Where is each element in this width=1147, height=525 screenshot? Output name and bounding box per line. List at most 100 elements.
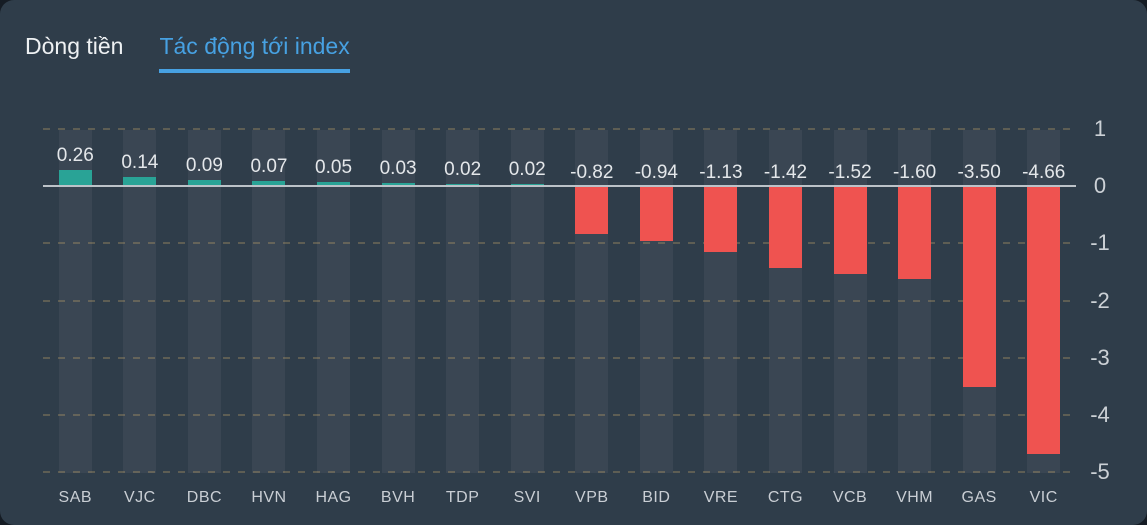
category-label-HVN: HVN [251,489,287,506]
value-label-SAB: 0.26 [56,145,94,167]
bar-VRE[interactable] [704,187,738,252]
gridline--2 [43,299,1076,302]
gridline--5 [43,471,1076,473]
column-labels-GAS: -3.50 GAS [947,130,1012,506]
column-TDP [430,130,495,473]
value-label-VPB: -0.82 [570,162,614,184]
bar-BVH[interactable] [381,183,415,186]
category-label-VRE: VRE [703,489,739,506]
bar-BID[interactable] [639,187,673,241]
category-label-BID: BID [642,489,671,506]
column-band-VJC [108,130,173,473]
column-VCB [818,130,883,473]
value-label-DBC: 0.09 [185,155,223,177]
bar-SVI[interactable] [510,184,544,186]
bar-TDP[interactable] [446,184,480,186]
category-label-VCB: VCB [832,489,868,506]
value-label-GAS: -3.50 [957,162,1001,184]
column-labels-VCB: -1.52 VCB [818,130,883,506]
column-labels-VHM: -1.60 VHM [882,130,947,506]
bar-background-band [381,130,415,473]
category-label-VPB: VPB [575,489,609,506]
bar-SAB[interactable] [58,170,92,186]
column-SAB [43,130,108,473]
column-HAG [301,130,366,473]
bar-VCB[interactable] [833,187,867,275]
column-labels-TDP: 0.02 TDP [430,130,495,506]
y-tick-label: -3 [1090,344,1110,370]
column-labels-VIC: -4.66 VIC [1011,130,1076,506]
value-label-BID: -0.94 [634,162,678,184]
value-label-TDP: 0.02 [444,159,482,181]
y-tick-label: -1 [1090,230,1110,256]
bar-VIC[interactable] [1027,187,1061,454]
gridline--4 [43,413,1076,416]
column-VHM [882,130,947,473]
category-label-HAG: HAG [315,489,352,506]
category-label-DBC: DBC [186,489,223,506]
column-CTG [753,130,818,473]
category-label-SVI: SVI [513,489,541,506]
column-labels-VRE: -1.13 VRE [689,130,754,506]
column-labels-SAB: 0.26 SAB [43,130,108,506]
value-label-BVH: 0.03 [379,158,417,180]
y-tick-label: 0 [1093,173,1107,199]
category-label-TDP: TDP [445,489,480,506]
bar-VJC[interactable] [123,177,157,186]
bar-background-band [510,130,544,473]
value-label-HAG: 0.05 [315,157,353,179]
y-tick-label: 1 [1093,116,1107,141]
bar-GAS[interactable] [962,187,996,388]
category-label-VHM: VHM [896,489,934,506]
tab-bar: Dòng tiền Tác động tới index [25,32,350,73]
value-label-VCB: -1.52 [828,162,872,184]
column-labels-SVI: 0.02 SVI [495,130,560,506]
bar-background-band [187,130,221,473]
category-label-BVH: BVH [380,489,416,506]
column-VIC [1011,130,1076,473]
column-band-HVN [237,130,302,473]
column-labels-DBC: 0.09 DBC [172,130,237,506]
column-band-SAB [43,130,108,473]
bar-background-band [317,130,351,473]
value-label-CTG: -1.42 [763,162,808,184]
column-labels-VPB: -0.82 VPB [560,130,625,506]
column-DBC [172,130,237,473]
column-VJC [108,130,173,473]
column-band-HAG [301,130,366,473]
value-label-HVN: 0.07 [250,156,288,178]
tab-tac-dong-toi-index[interactable]: Tác động tới index [159,32,350,73]
value-label-VIC: -4.66 [1022,162,1066,184]
tab-dong-tien[interactable]: Dòng tiền [25,33,124,59]
bar-VHM[interactable] [898,187,932,279]
bar-HVN[interactable] [252,181,286,186]
bar-background-band [446,130,480,473]
bar-VPB[interactable] [575,187,609,235]
column-band-TDP [430,130,495,473]
column-SVI [495,130,560,473]
column-band-DBC [172,130,237,473]
column-labels-BID: -0.94 BID [624,130,689,506]
column-VRE [689,130,754,473]
column-labels-HVN: 0.07 HVN [237,130,302,506]
bar-HAG[interactable] [317,182,351,186]
category-label-VIC: VIC [1029,489,1058,506]
y-tick-label: -2 [1090,287,1110,313]
category-label-VJC: VJC [123,489,156,506]
bar-DBC[interactable] [187,180,221,186]
column-labels-CTG: -1.42 CTG [753,130,818,506]
value-label-VJC: 0.14 [121,152,159,174]
column-labels-VJC: 0.14 VJC [108,130,173,506]
column-BID [624,130,689,473]
gridline--1 [43,242,1076,245]
column-band-BVH [366,130,431,473]
value-label-VRE: -1.13 [699,162,743,184]
bar-background-band [123,130,157,473]
column-labels-BVH: 0.03 BVH [366,130,431,506]
bar-CTG[interactable] [768,187,802,269]
y-tick-label: -5 [1090,459,1110,484]
category-label-CTG: CTG [767,489,804,506]
bar-background-band [252,130,286,473]
category-label-GAS: GAS [961,489,997,506]
